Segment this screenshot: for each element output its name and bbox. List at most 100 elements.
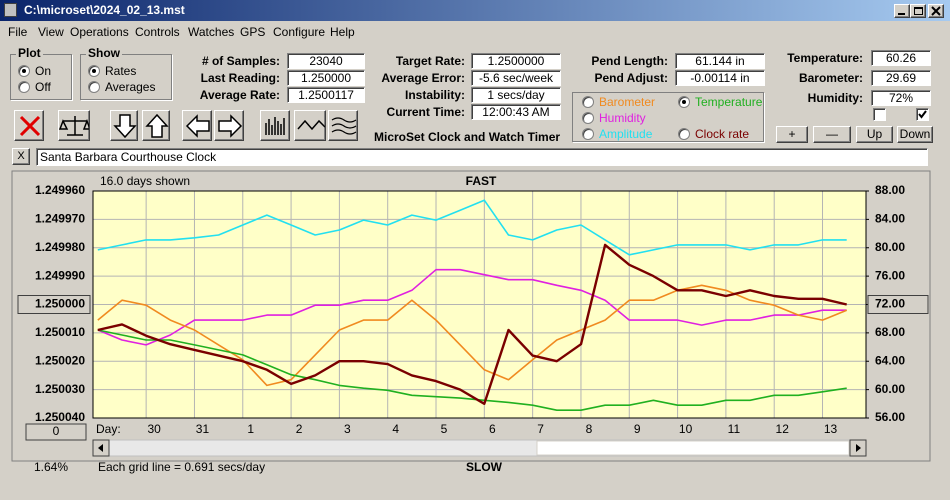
title-bar <box>0 0 950 21</box>
toolbar-button[interactable] <box>214 110 244 141</box>
value-field: 72% <box>871 90 931 106</box>
toolbar-button[interactable] <box>110 110 138 141</box>
adjust-button[interactable]: + <box>776 126 808 143</box>
legend-label[interactable]: Clock rate <box>695 127 750 141</box>
clock-close-button[interactable]: X <box>12 148 30 165</box>
menu-item[interactable]: GPS <box>240 25 266 39</box>
y-tick-label: 1.249980 <box>35 240 85 254</box>
checkbox[interactable] <box>916 108 929 121</box>
menu-item[interactable]: Controls <box>135 25 180 39</box>
app-icon <box>4 3 17 17</box>
checkbox[interactable] <box>873 108 886 121</box>
slow-label: SLOW <box>466 460 503 474</box>
close-window-button[interactable] <box>928 4 944 18</box>
value-field: 1.2500000 <box>471 53 561 69</box>
toolbar-button[interactable] <box>58 110 90 141</box>
field-label: Instability: <box>404 88 465 102</box>
x-tick-label: 31 <box>196 422 210 436</box>
legend-label[interactable]: Barometer <box>599 95 656 109</box>
adjust-button[interactable]: — <box>813 126 851 143</box>
menu-item[interactable]: File <box>8 25 28 39</box>
menu-item[interactable]: Help <box>330 25 355 39</box>
x-tick-label: 7 <box>537 422 544 436</box>
y2-tick-label: 60.00 <box>875 382 905 396</box>
y-tick-label: 1.249970 <box>35 212 85 226</box>
scroll-left-arrow <box>98 444 103 452</box>
series-radio[interactable] <box>582 112 594 124</box>
legend-label[interactable]: Humidity <box>599 111 646 125</box>
adjust-button[interactable]: Up <box>856 126 893 143</box>
tick-button <box>17 295 91 314</box>
x-tick-label: 13 <box>824 422 838 436</box>
y-tick-label: 1.250000 <box>35 297 85 311</box>
y2-tick-label: 68.00 <box>875 325 905 339</box>
adjust-button[interactable]: Down <box>897 126 933 143</box>
toolbar-button[interactable] <box>260 110 290 141</box>
value-field: 1.250000 <box>287 70 365 86</box>
field-label: Pend Adjust: <box>594 71 668 85</box>
tick-button <box>867 295 929 314</box>
x-tick-label: 8 <box>586 422 593 436</box>
series-line <box>97 268 847 346</box>
toolbar-button[interactable] <box>294 110 326 141</box>
minimize-button[interactable] <box>894 4 910 18</box>
toolbar-button[interactable] <box>142 110 170 141</box>
radio-button-dot <box>22 69 26 73</box>
clock-name-field: Santa Barbara Courthouse Clock <box>36 148 928 166</box>
group-label: Show <box>86 46 122 60</box>
y2-tick-label: 64.00 <box>875 353 905 367</box>
value-field: 29.69 <box>871 70 931 86</box>
legend-label[interactable]: Amplitude <box>599 127 653 141</box>
radio-label: Off <box>35 80 51 94</box>
scroll-value: 0 <box>53 424 60 438</box>
x-tick-label: 10 <box>679 422 693 436</box>
y-tick-label: 1.249990 <box>35 268 85 282</box>
toolbar-button[interactable] <box>182 110 212 141</box>
radio-label: On <box>35 64 52 78</box>
toolbar-button[interactable] <box>14 110 44 141</box>
y2-tick-label: 56.00 <box>875 410 905 424</box>
series-line <box>97 243 847 405</box>
x-tick-label: 30 <box>147 422 161 436</box>
x-tick-label: 1 <box>247 422 254 436</box>
plot-border <box>92 190 867 419</box>
maximize-button[interactable] <box>910 4 926 18</box>
fast-label: FAST <box>466 174 497 188</box>
series-radio[interactable] <box>582 128 594 140</box>
menu-item[interactable]: View <box>38 25 64 39</box>
value-field: 1.2500117 <box>287 87 365 103</box>
toolbar-button[interactable] <box>328 110 358 141</box>
x-tick-label: 5 <box>441 422 448 436</box>
y-tick-label: 1.250040 <box>35 410 85 424</box>
radio-button-dot <box>92 69 96 73</box>
y2-tick-label: 84.00 <box>875 212 905 226</box>
window-title: C:\microset\2024_02_13.mst <box>24 3 185 17</box>
app-title: MicroSet Clock and Watch Timer <box>374 130 561 144</box>
series-radio-dot <box>682 100 686 104</box>
x-axis-label: Day: <box>96 422 121 436</box>
series-radio[interactable] <box>678 128 690 140</box>
menu-item[interactable]: Watches <box>188 25 235 39</box>
series-radio[interactable] <box>582 96 594 108</box>
value-field: 1 secs/day <box>471 87 561 103</box>
y-tick-label: 1.250030 <box>35 382 85 396</box>
scrollbar-thumb <box>536 440 850 456</box>
field-label: Last Reading: <box>200 71 280 85</box>
days-shown: 16.0 days shown <box>100 174 190 188</box>
value-field: -0.00114 in <box>675 70 765 86</box>
radio-label: Rates <box>105 64 137 78</box>
menu-item[interactable]: Configure <box>273 25 326 39</box>
y2-tick-label: 72.00 <box>875 297 905 311</box>
radio-button[interactable] <box>18 81 30 93</box>
field-label: Average Error: <box>381 71 465 85</box>
value-field: -5.6 sec/week <box>471 70 561 86</box>
scroll-right-arrow <box>856 444 861 452</box>
series-line <box>97 329 847 411</box>
legend-label[interactable]: Temperature <box>695 95 763 109</box>
radio-button[interactable] <box>88 81 100 93</box>
menu-item[interactable]: Operations <box>70 25 129 39</box>
x-tick-label: 12 <box>776 422 790 436</box>
field-label: Pend Length: <box>591 54 668 68</box>
